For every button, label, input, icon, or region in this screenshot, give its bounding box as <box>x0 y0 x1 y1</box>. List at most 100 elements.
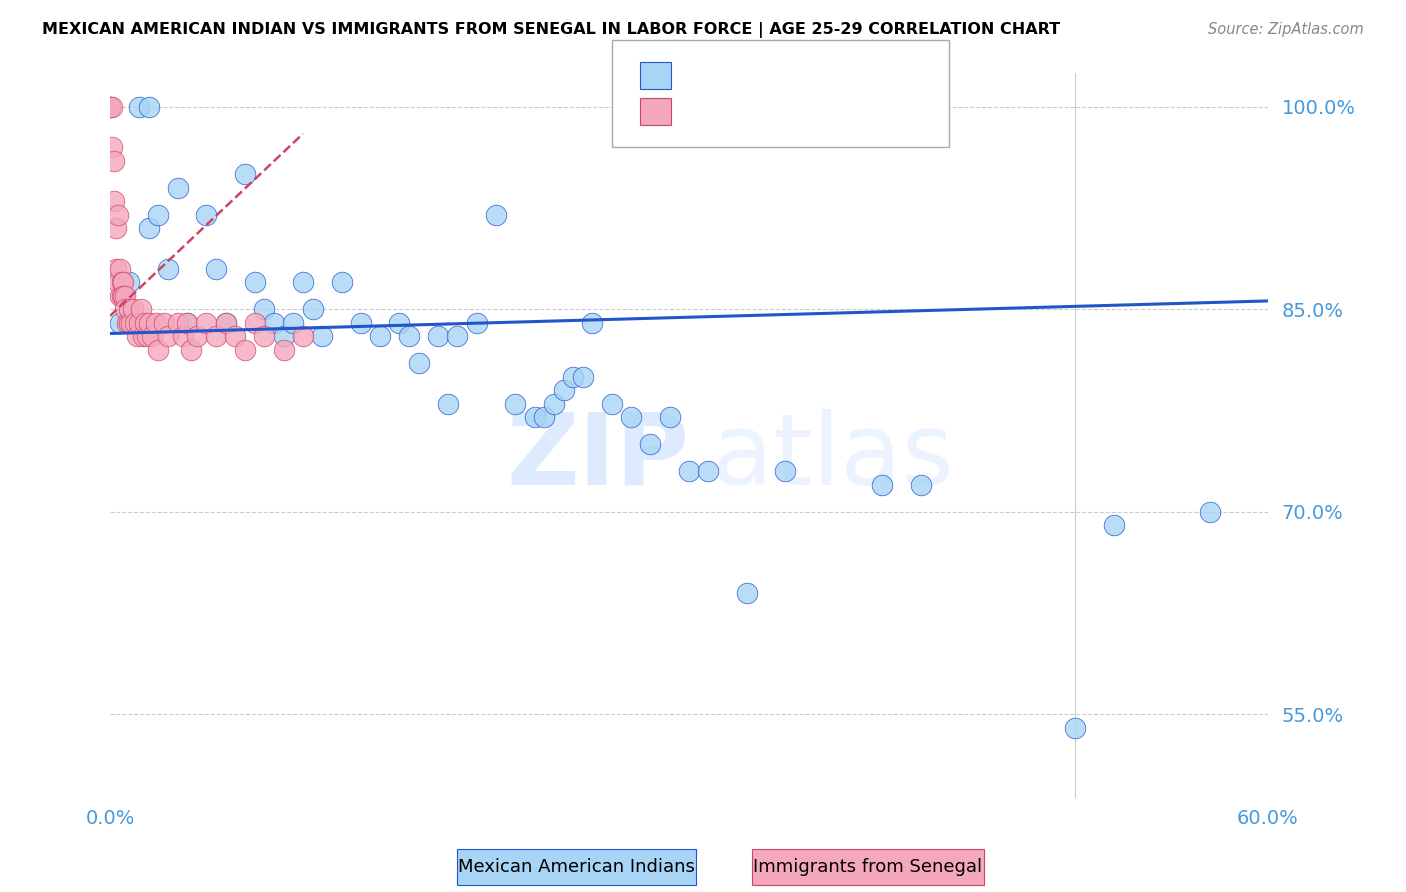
Point <box>581 316 603 330</box>
Point <box>141 329 163 343</box>
Point <box>118 275 141 289</box>
Point <box>148 343 170 357</box>
Point <box>446 329 468 343</box>
Point <box>114 302 136 317</box>
Point <box>104 221 127 235</box>
Point <box>110 275 132 289</box>
Point <box>910 477 932 491</box>
Point <box>572 369 595 384</box>
Point <box>1064 721 1087 735</box>
Point <box>156 261 179 276</box>
Point <box>465 316 488 330</box>
Point <box>180 343 202 357</box>
Point <box>870 477 893 491</box>
Point <box>101 100 124 114</box>
Point <box>398 329 420 343</box>
Point <box>120 316 142 330</box>
Point <box>205 261 228 276</box>
Point <box>215 316 238 330</box>
Y-axis label: In Labor Force | Age 25-29: In Labor Force | Age 25-29 <box>0 326 8 545</box>
Point <box>205 329 228 343</box>
Point <box>388 316 411 330</box>
Point <box>243 316 266 330</box>
Point <box>427 329 450 343</box>
Point <box>128 316 150 330</box>
Point <box>195 208 218 222</box>
Point <box>311 329 333 343</box>
Point <box>523 410 546 425</box>
Point <box>233 343 256 357</box>
Point <box>215 316 238 330</box>
Point <box>135 329 157 343</box>
Point <box>128 100 150 114</box>
Point <box>186 329 208 343</box>
Point <box>98 100 121 114</box>
Point <box>224 329 246 343</box>
Point <box>98 100 121 114</box>
Point <box>263 316 285 330</box>
Point <box>145 316 167 330</box>
Point <box>153 316 176 330</box>
Text: ZIP: ZIP <box>506 409 689 506</box>
Text: MEXICAN AMERICAN INDIAN VS IMMIGRANTS FROM SENEGAL IN LABOR FORCE | AGE 25-29 CO: MEXICAN AMERICAN INDIAN VS IMMIGRANTS FR… <box>42 22 1060 38</box>
Point <box>101 140 124 154</box>
Point <box>98 100 121 114</box>
Point <box>108 261 131 276</box>
Point <box>166 316 188 330</box>
Point <box>110 289 132 303</box>
Point <box>112 289 135 303</box>
Point <box>172 329 194 343</box>
Point <box>107 208 129 222</box>
Point <box>108 316 131 330</box>
Point <box>678 464 700 478</box>
Point <box>1199 505 1222 519</box>
Point <box>129 302 152 317</box>
Point <box>103 194 125 209</box>
Point <box>1102 518 1125 533</box>
Point <box>503 397 526 411</box>
Point <box>301 302 323 317</box>
Point <box>118 302 141 317</box>
Point <box>243 275 266 289</box>
Point <box>112 275 135 289</box>
Point <box>166 180 188 194</box>
Point <box>138 100 160 114</box>
Point <box>176 316 198 330</box>
Point <box>543 397 565 411</box>
Point <box>117 316 139 330</box>
Point <box>118 316 141 330</box>
Point <box>253 329 276 343</box>
Point <box>108 289 131 303</box>
Point <box>176 316 198 330</box>
Point <box>134 316 156 330</box>
Point <box>107 275 129 289</box>
Text: Immigrants from Senegal: Immigrants from Senegal <box>754 858 981 876</box>
Point <box>408 356 430 370</box>
Point <box>436 397 458 411</box>
Point <box>122 302 145 317</box>
Point <box>273 343 295 357</box>
Point <box>104 261 127 276</box>
Text: Source: ZipAtlas.com: Source: ZipAtlas.com <box>1208 22 1364 37</box>
Point <box>640 437 662 451</box>
Point <box>124 316 146 330</box>
Point <box>775 464 797 478</box>
Point <box>330 275 353 289</box>
Point <box>697 464 720 478</box>
Point <box>368 329 391 343</box>
Point <box>233 167 256 181</box>
Point <box>291 329 314 343</box>
Point <box>118 316 141 330</box>
Point <box>562 369 585 384</box>
Point <box>283 316 305 330</box>
Point <box>273 329 295 343</box>
Point <box>658 410 681 425</box>
Point <box>138 221 160 235</box>
Point <box>485 208 508 222</box>
Point <box>148 208 170 222</box>
Point <box>103 153 125 168</box>
Text: Mexican American Indians: Mexican American Indians <box>458 858 695 876</box>
Point <box>533 410 555 425</box>
Point <box>735 585 758 599</box>
Point <box>138 316 160 330</box>
